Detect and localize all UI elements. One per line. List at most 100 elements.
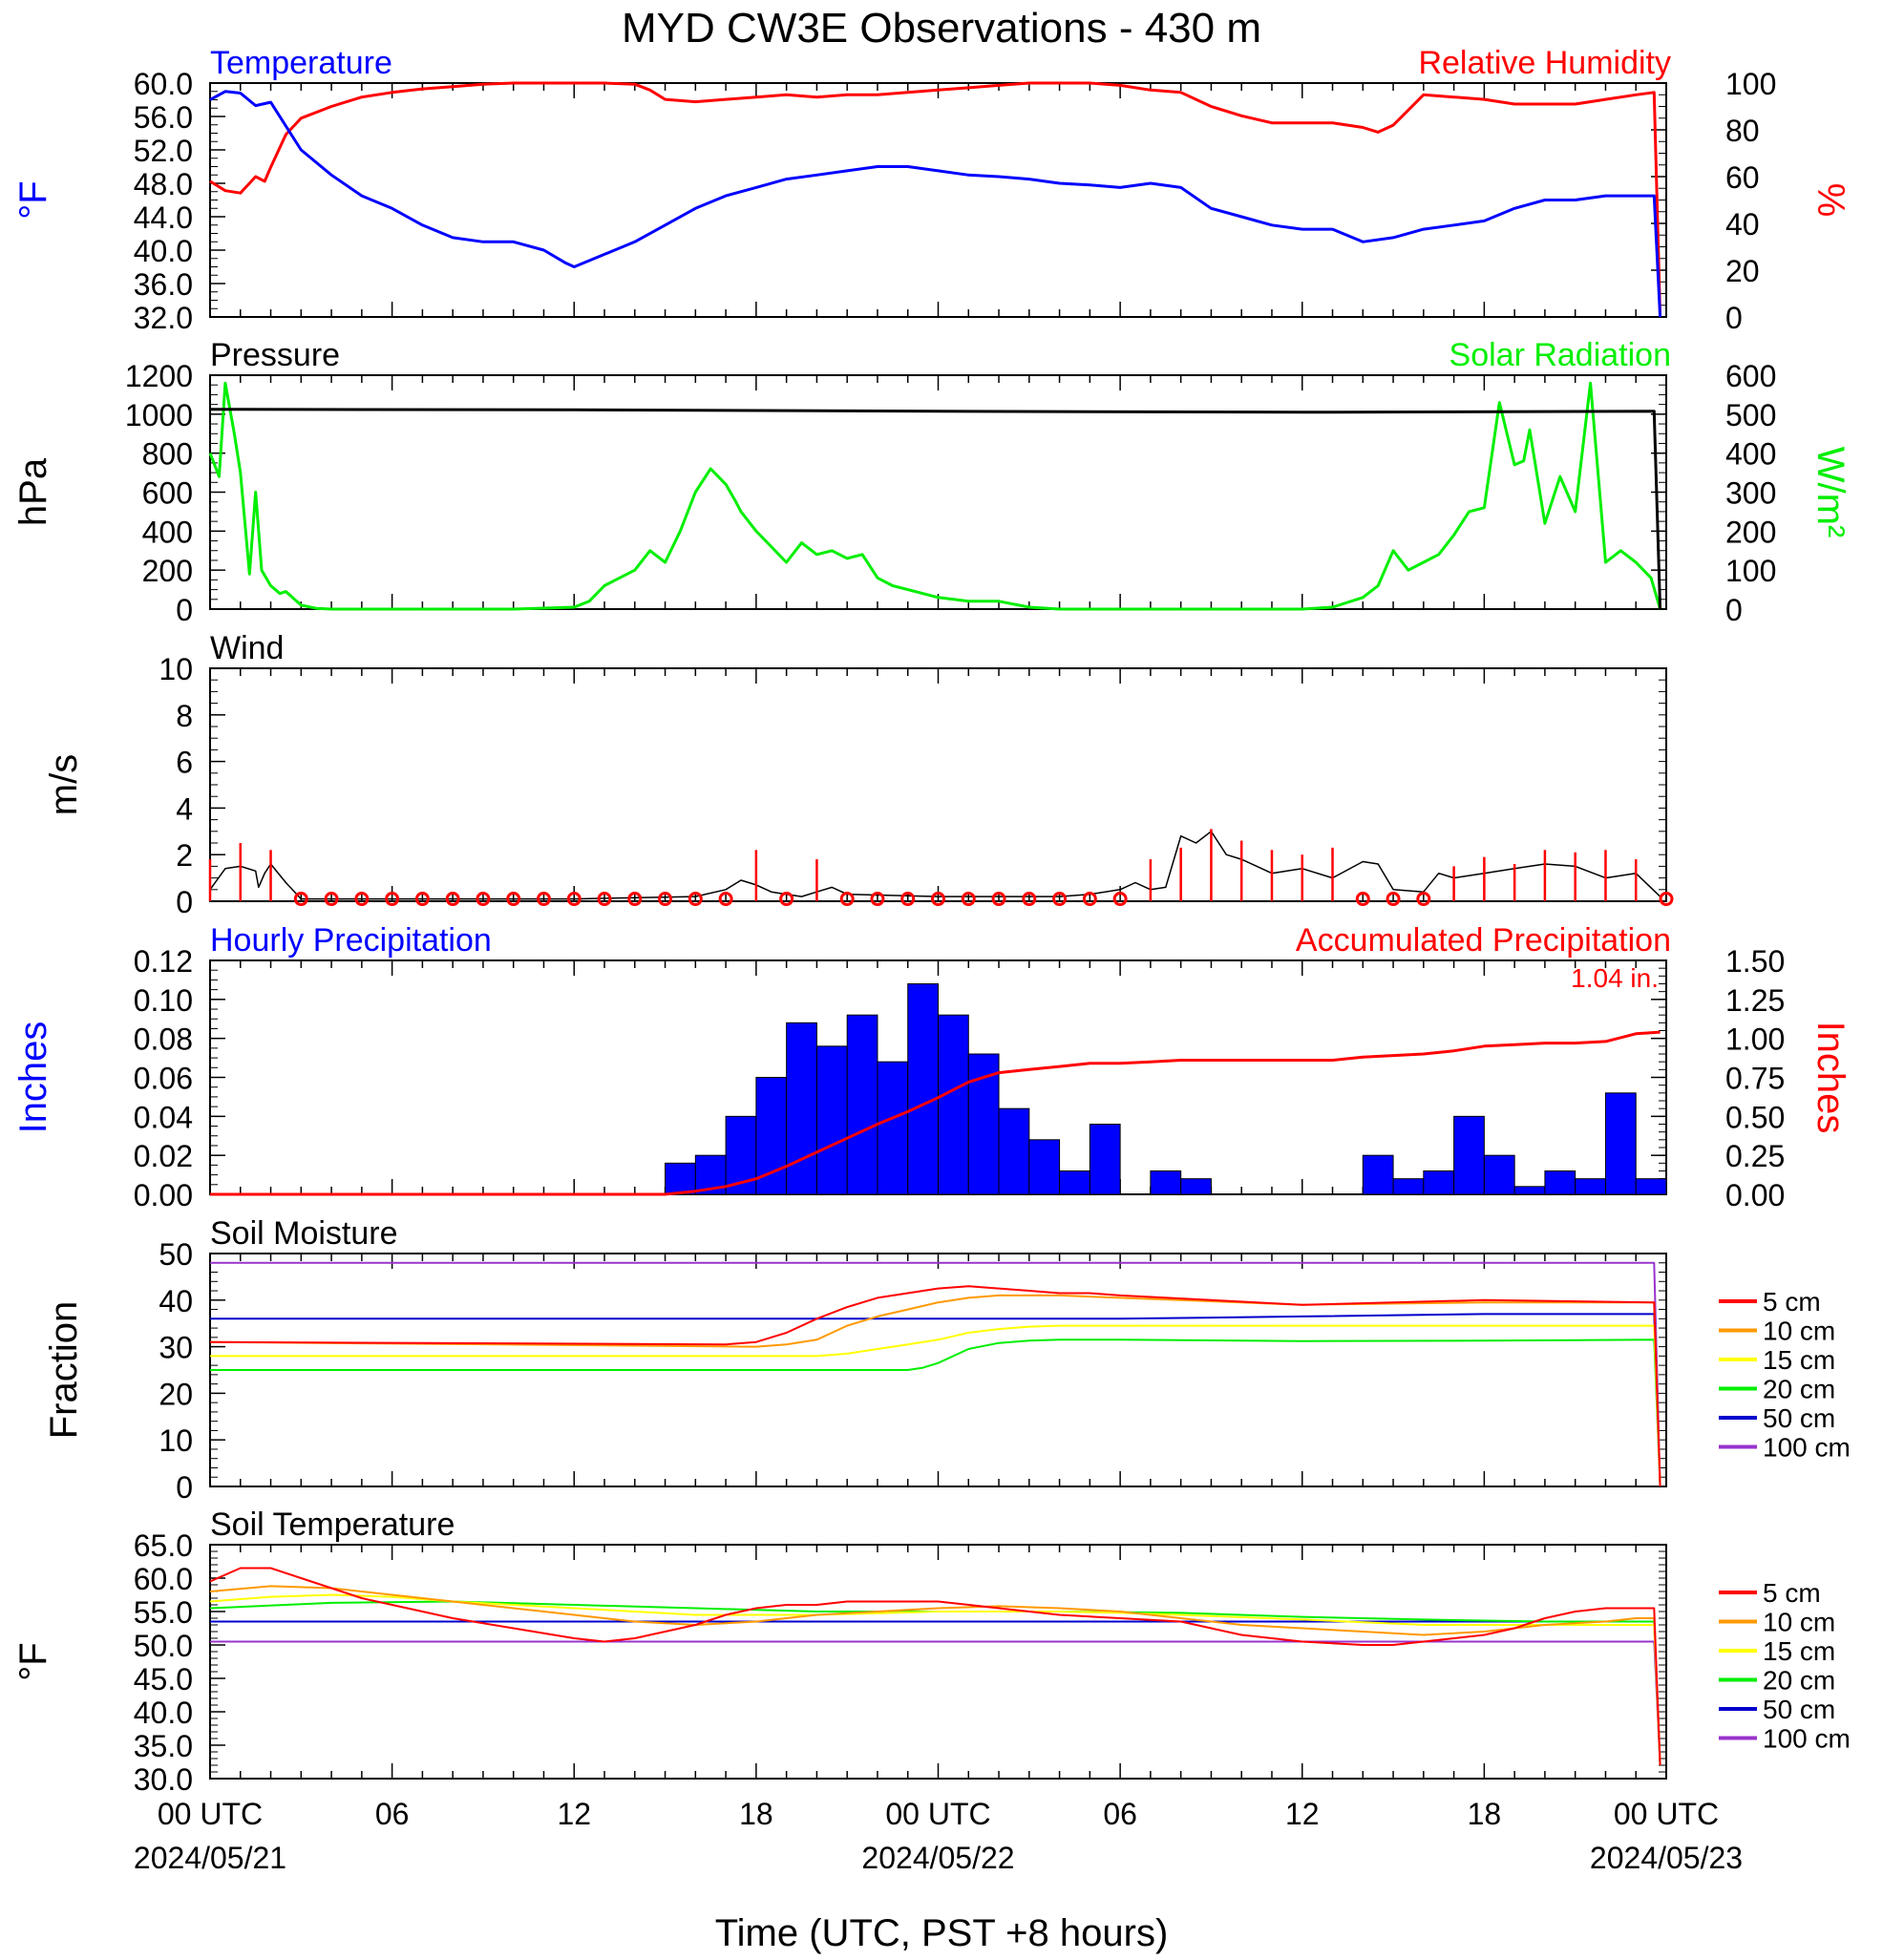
hourly-precip-bar [1028, 1139, 1061, 1195]
y-tick-label: 10 [159, 1423, 193, 1458]
y-tick-label: 4 [176, 791, 193, 826]
y-tick-label: 0.04 [134, 1100, 193, 1134]
y-tick-label: 500 [1725, 398, 1776, 432]
y-tick-label: 0 [1725, 301, 1743, 335]
legend-label: 5 cm [1763, 1287, 1821, 1317]
x-tick-label: 00 UTC [158, 1797, 263, 1831]
y-tick-label: 0.08 [134, 1022, 193, 1057]
y-tick-label: 600 [142, 476, 193, 511]
soil-temperature-line [209, 1593, 1661, 1766]
soil-temperature-line [209, 1585, 1661, 1766]
legend-label: 10 cm [1763, 1608, 1835, 1637]
calm-wind-marker [1082, 892, 1097, 907]
y-tick-label: 40 [159, 1284, 193, 1318]
temperature-units: °F [12, 180, 54, 219]
calm-wind-marker [688, 892, 703, 907]
calm-wind-marker [1386, 892, 1401, 907]
calm-wind-marker [991, 892, 1006, 907]
soil-moisture-label: Soil Moisture [210, 1215, 398, 1252]
x-tick-label: 12 [557, 1797, 591, 1831]
calm-wind-marker [1112, 892, 1128, 907]
x-tick-label: 06 [375, 1797, 410, 1831]
solar-radiation-units: W/m² [1809, 447, 1851, 538]
x-tick-label: 18 [1468, 1797, 1502, 1831]
legend-label: 5 cm [1763, 1578, 1821, 1608]
calm-wind-marker [445, 892, 460, 907]
hourly-precip-bar [1513, 1186, 1546, 1195]
calm-wind-marker [1022, 892, 1037, 907]
x-tick-label: 18 [739, 1797, 773, 1831]
y-tick-label: 0 [176, 1470, 193, 1505]
hourly-precip-bar [907, 983, 940, 1195]
calm-wind-marker [566, 892, 582, 907]
y-tick-label: 50 [159, 1237, 193, 1272]
legend-label: 100 cm [1763, 1724, 1851, 1754]
y-tick-label: 1.50 [1725, 944, 1785, 979]
hourly-precip-bar [1392, 1178, 1425, 1195]
calm-wind-marker [718, 892, 733, 907]
y-tick-label: 40.0 [134, 1696, 193, 1730]
hourly-precip-bar [665, 1162, 696, 1195]
accumulated-precip-units: Inches [1809, 1022, 1851, 1134]
panel-wind: 0 2 4 6 8 10 Wind m/s [43, 630, 1674, 919]
hourly-precip-bar [877, 1061, 909, 1195]
x-tick-label: 00 UTC [885, 1797, 990, 1831]
soil-temperature-label: Soil Temperature [210, 1507, 455, 1543]
legend-label: 100 cm [1763, 1433, 1851, 1463]
legend-label: 50 cm [1763, 1403, 1835, 1433]
y-tick-label: 200 [1725, 515, 1776, 549]
pressure-units: hPa [12, 457, 54, 526]
y-tick-label: 45.0 [134, 1662, 193, 1697]
hourly-precip-bar [1575, 1178, 1606, 1195]
y-tick-label: 0.10 [134, 983, 193, 1018]
y-tick-label: 1.00 [1725, 1022, 1785, 1057]
y-tick-label: 32.0 [134, 301, 193, 335]
soil-temperature-units: °F [12, 1642, 54, 1680]
soil-moisture-line [210, 1324, 1661, 1487]
y-tick-label: 48.0 [134, 167, 193, 201]
calm-wind-marker [839, 892, 855, 907]
panel-pressure-solar: 0 200 400 600 800 1000 1200 0 100 200 300 400 500 600… [12, 337, 1851, 627]
calm-wind-marker [476, 892, 491, 907]
legend-label: 20 cm [1763, 1666, 1835, 1696]
accumulated-precip-line [210, 1030, 1661, 1196]
hourly-precip-bar [1544, 1170, 1576, 1195]
hourly-precip-bar [1180, 1178, 1212, 1195]
y-tick-label: 0.06 [134, 1062, 193, 1096]
time-axis: 00 UTC 2024/05/21 06 12 18 00 UTC 2024/05/22 06… [134, 1797, 1743, 1875]
hourly-precip-bar [938, 1014, 969, 1195]
y-tick-label: 36.0 [134, 267, 193, 302]
legend-label: 15 cm [1763, 1345, 1835, 1375]
y-tick-label: 0 [176, 885, 193, 919]
y-tick-label: 0.02 [134, 1139, 193, 1173]
y-tick-label: 10 [159, 652, 193, 686]
y-tick-label: 0.75 [1725, 1062, 1785, 1096]
calm-wind-marker [536, 892, 551, 907]
calm-wind-marker [1416, 892, 1431, 907]
temperature-line [209, 90, 1662, 318]
hourly-precip-bar [1150, 1170, 1182, 1195]
x-axis-label: Time (UTC, PST +8 hours) [715, 1912, 1169, 1954]
y-tick-label: 55.0 [134, 1595, 193, 1630]
y-tick-label: 65.0 [134, 1528, 193, 1563]
wind-speed-line [209, 831, 1661, 900]
y-tick-label: 52.0 [134, 134, 193, 168]
y-tick-label: 1000 [125, 398, 193, 432]
x-tick-label: 06 [1103, 1797, 1137, 1831]
y-tick-label: 0.00 [134, 1178, 193, 1212]
y-tick-label: 20 [1725, 254, 1760, 288]
calm-wind-marker [1659, 892, 1674, 907]
pressure-label: Pressure [210, 337, 340, 373]
y-tick-label: 0 [176, 593, 193, 627]
y-tick-label: 400 [142, 515, 193, 549]
legend-label: 20 cm [1763, 1375, 1835, 1404]
y-tick-label: 0.00 [1725, 1178, 1785, 1212]
hourly-precip-bar [786, 1022, 817, 1195]
calm-wind-marker [931, 892, 945, 907]
hourly-precip-bar [1362, 1154, 1394, 1195]
x-tick-label: 00 UTC [1614, 1797, 1719, 1831]
pressure-line [209, 408, 1662, 610]
calm-wind-marker [385, 892, 400, 907]
